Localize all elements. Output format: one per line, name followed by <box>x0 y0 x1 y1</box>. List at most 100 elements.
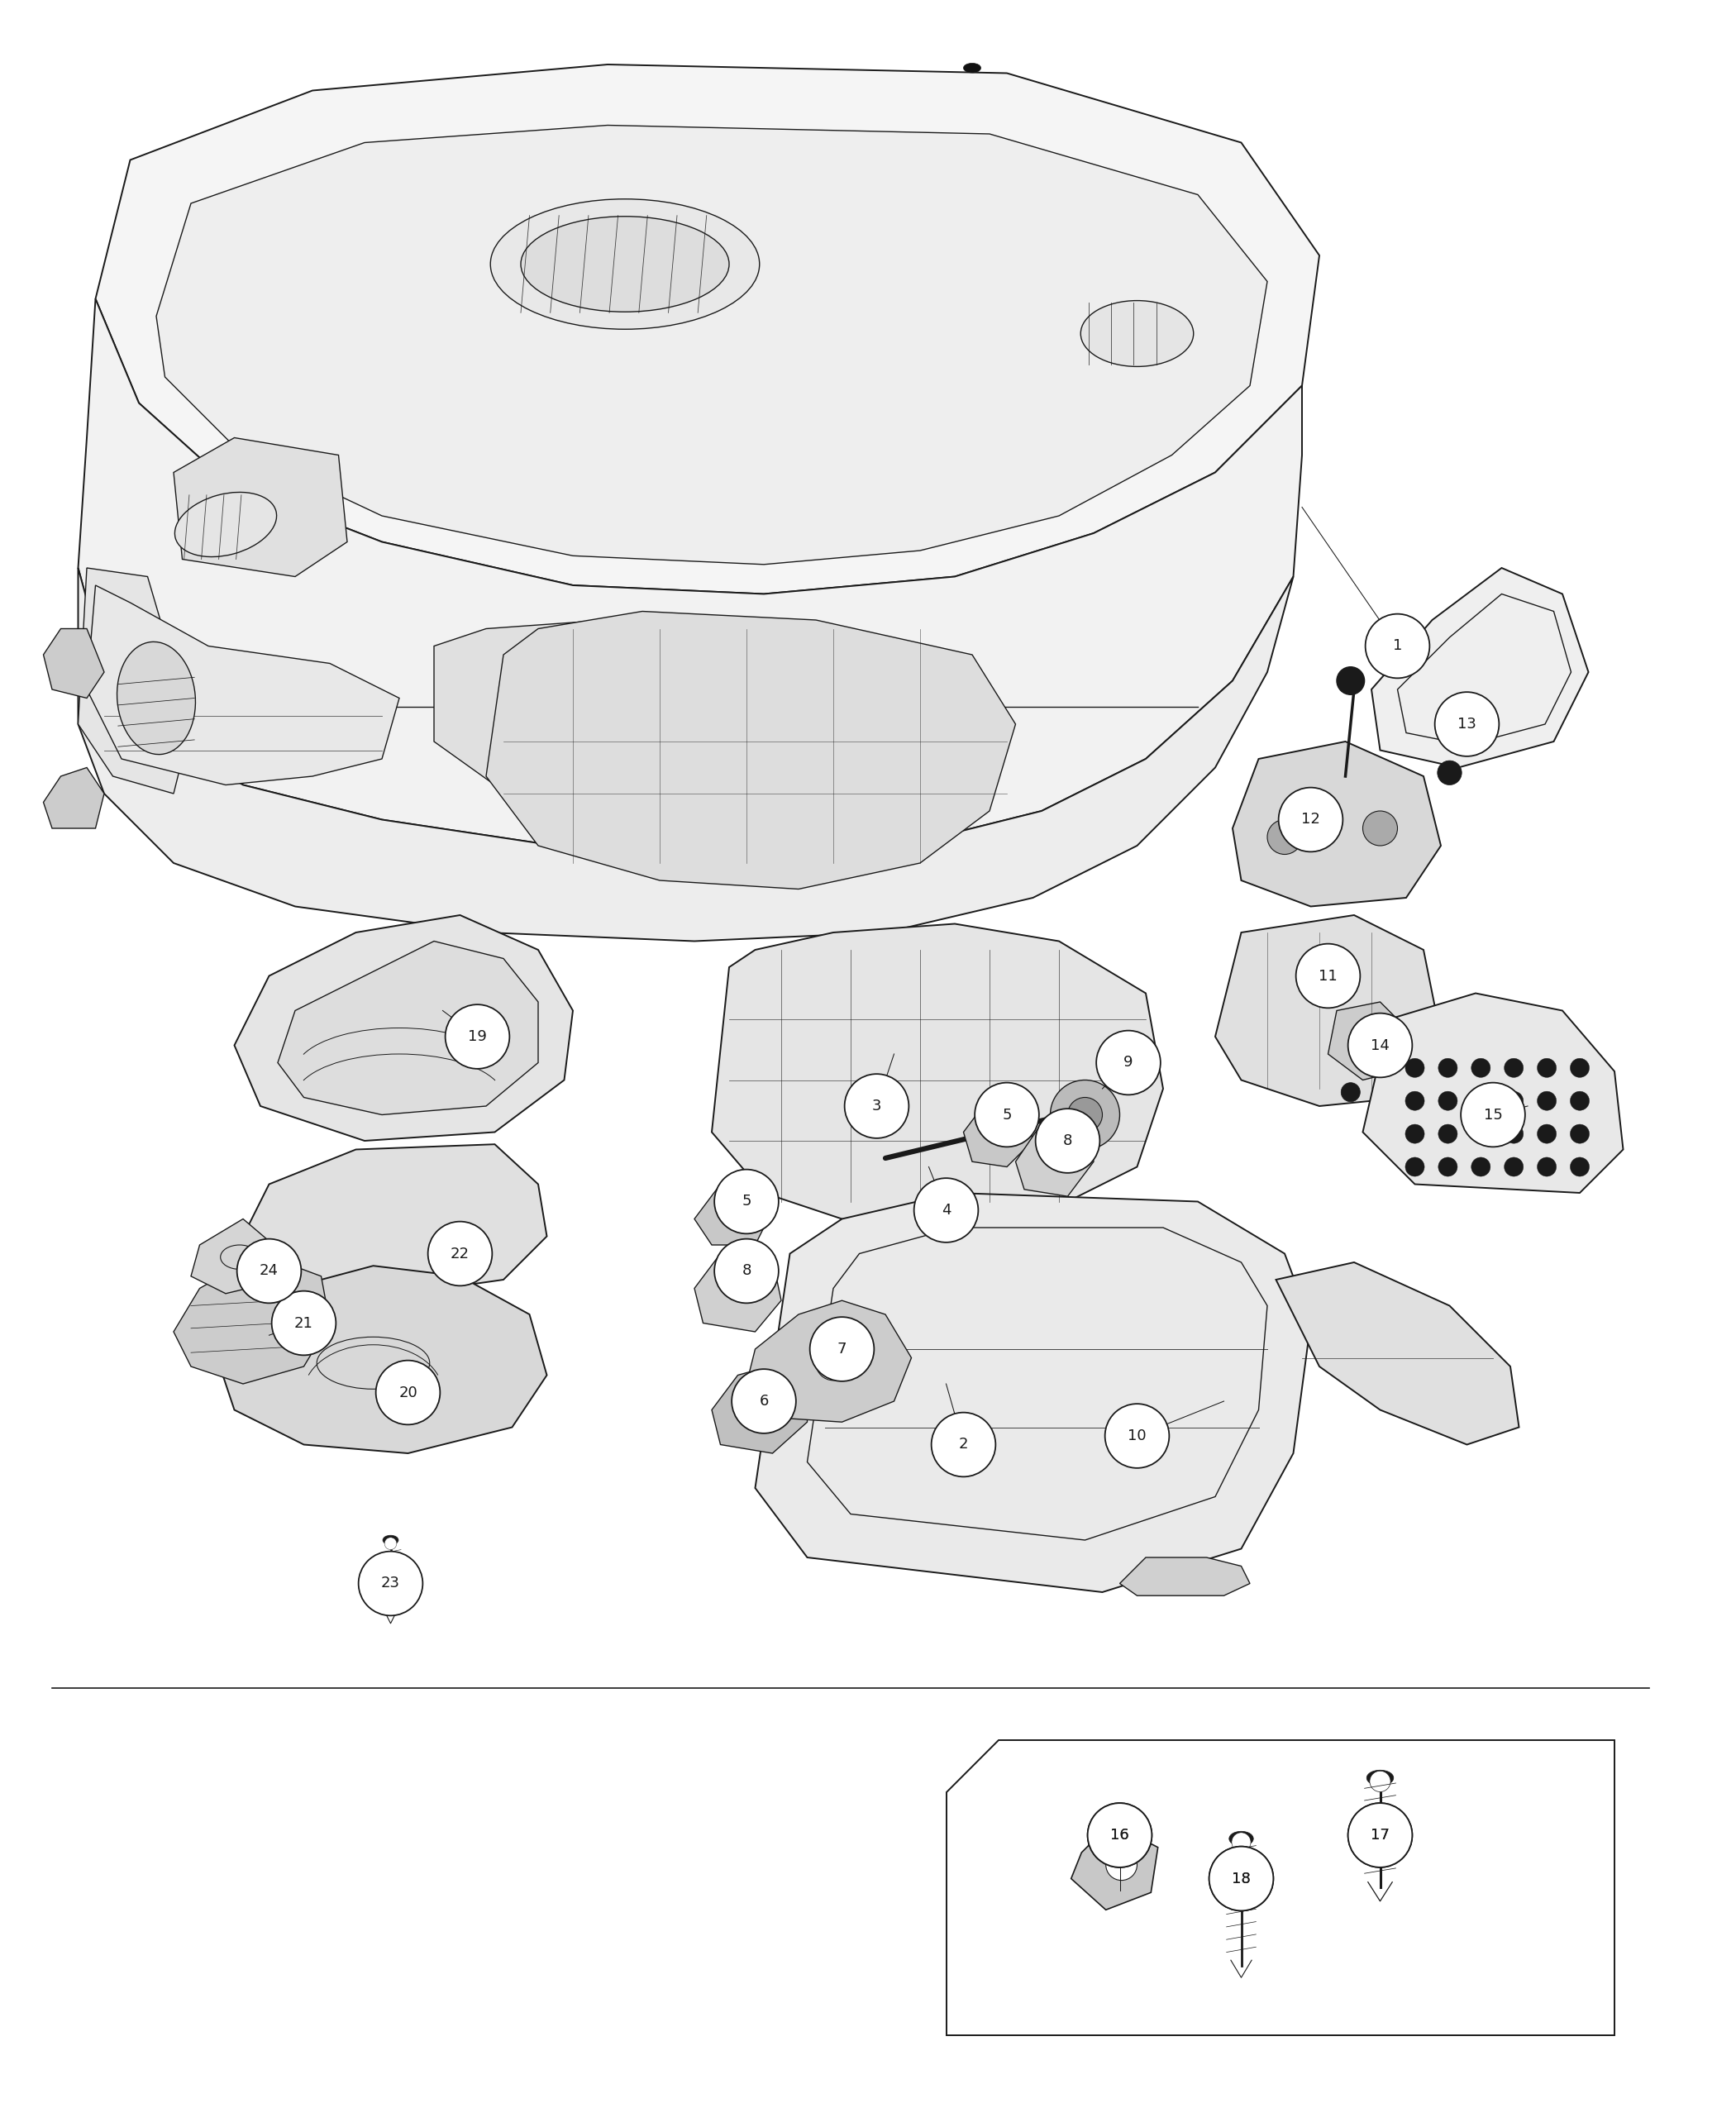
Polygon shape <box>694 1178 773 1246</box>
Text: 12: 12 <box>1302 812 1319 826</box>
Circle shape <box>1295 944 1361 1008</box>
Polygon shape <box>234 915 573 1140</box>
Circle shape <box>816 1345 851 1381</box>
Circle shape <box>715 1240 778 1303</box>
Text: 4: 4 <box>941 1204 951 1218</box>
Polygon shape <box>174 438 347 578</box>
Circle shape <box>1503 1157 1524 1176</box>
Polygon shape <box>963 1098 1033 1168</box>
Circle shape <box>1050 1079 1120 1149</box>
Circle shape <box>1538 1124 1557 1143</box>
Polygon shape <box>694 1254 781 1332</box>
Circle shape <box>1434 691 1498 757</box>
Circle shape <box>1106 1404 1170 1467</box>
Text: 14: 14 <box>1371 1037 1389 1052</box>
Circle shape <box>1340 1084 1361 1102</box>
Polygon shape <box>1328 1001 1406 1079</box>
Circle shape <box>1406 1092 1425 1111</box>
Circle shape <box>1087 1802 1153 1868</box>
Text: 9: 9 <box>1123 1056 1134 1071</box>
Polygon shape <box>191 1218 278 1294</box>
Text: 17: 17 <box>1371 1828 1389 1842</box>
Circle shape <box>1406 1058 1425 1077</box>
Circle shape <box>1406 1157 1425 1176</box>
Polygon shape <box>946 1739 1614 2034</box>
Circle shape <box>1569 1157 1590 1176</box>
Polygon shape <box>217 1265 547 1452</box>
Circle shape <box>385 1537 396 1549</box>
Circle shape <box>358 1551 424 1615</box>
Ellipse shape <box>1229 1832 1253 1847</box>
Ellipse shape <box>963 63 981 74</box>
Circle shape <box>733 1368 797 1433</box>
Polygon shape <box>78 299 1302 854</box>
Ellipse shape <box>521 217 729 312</box>
Circle shape <box>1068 1098 1102 1132</box>
Text: 3: 3 <box>871 1098 882 1113</box>
Circle shape <box>1472 1157 1491 1176</box>
Polygon shape <box>712 923 1163 1227</box>
Text: 23: 23 <box>382 1577 399 1592</box>
Text: 11: 11 <box>1319 968 1337 982</box>
Text: 5: 5 <box>1002 1107 1012 1121</box>
Circle shape <box>1347 1802 1413 1868</box>
Circle shape <box>1472 1058 1491 1077</box>
Circle shape <box>1462 1084 1524 1147</box>
Circle shape <box>715 1170 778 1233</box>
Circle shape <box>976 1084 1038 1147</box>
Ellipse shape <box>116 641 196 755</box>
Text: 15: 15 <box>1484 1107 1502 1121</box>
Polygon shape <box>278 940 538 1115</box>
Polygon shape <box>243 1145 547 1296</box>
Polygon shape <box>1276 1263 1519 1444</box>
Circle shape <box>1472 1092 1491 1111</box>
Ellipse shape <box>175 493 276 557</box>
Circle shape <box>915 1178 979 1242</box>
Circle shape <box>1370 1771 1391 1792</box>
Text: 16: 16 <box>1111 1828 1128 1842</box>
Polygon shape <box>1233 742 1441 906</box>
Text: 2: 2 <box>958 1438 969 1452</box>
Circle shape <box>1035 1109 1101 1172</box>
Text: 5: 5 <box>741 1193 752 1210</box>
Circle shape <box>1569 1092 1590 1111</box>
Text: 10: 10 <box>1128 1429 1146 1444</box>
Circle shape <box>1406 1124 1425 1143</box>
Circle shape <box>1208 1847 1272 1910</box>
Polygon shape <box>43 628 104 698</box>
Text: 6: 6 <box>759 1393 769 1408</box>
Ellipse shape <box>382 1535 398 1545</box>
Text: 8: 8 <box>1062 1134 1073 1149</box>
Circle shape <box>809 1318 873 1381</box>
Polygon shape <box>43 767 104 828</box>
Text: 21: 21 <box>295 1315 312 1330</box>
Circle shape <box>271 1290 337 1355</box>
Text: 1: 1 <box>1392 639 1403 653</box>
Text: 13: 13 <box>1458 717 1476 731</box>
Circle shape <box>1538 1157 1557 1176</box>
Circle shape <box>844 1073 910 1138</box>
Circle shape <box>1267 820 1302 854</box>
Circle shape <box>1347 1014 1413 1077</box>
Polygon shape <box>174 1254 330 1383</box>
Polygon shape <box>78 567 1293 940</box>
Circle shape <box>1337 666 1364 696</box>
Ellipse shape <box>1366 1771 1394 1785</box>
Circle shape <box>1347 1802 1413 1868</box>
Polygon shape <box>712 1364 807 1452</box>
Ellipse shape <box>490 198 760 329</box>
Polygon shape <box>746 1301 911 1423</box>
Circle shape <box>1208 1847 1272 1910</box>
Circle shape <box>1437 761 1462 784</box>
Polygon shape <box>755 1193 1311 1592</box>
Polygon shape <box>434 620 929 820</box>
Circle shape <box>1106 1849 1137 1880</box>
Text: 16: 16 <box>1111 1828 1128 1842</box>
Ellipse shape <box>1080 301 1194 367</box>
Circle shape <box>1503 1124 1524 1143</box>
Circle shape <box>1437 1124 1457 1143</box>
Circle shape <box>1569 1124 1590 1143</box>
Circle shape <box>1087 1802 1153 1868</box>
Text: 18: 18 <box>1233 1872 1250 1887</box>
Polygon shape <box>95 65 1319 594</box>
